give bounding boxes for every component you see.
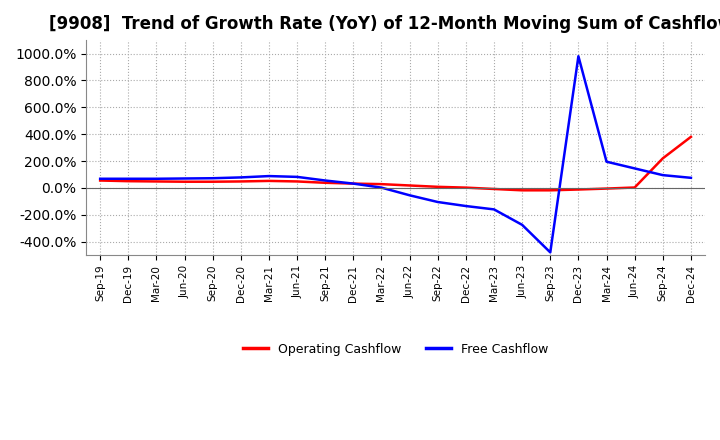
Operating Cashflow — [602, 186, 611, 191]
Operating Cashflow — [574, 187, 582, 192]
Operating Cashflow — [518, 188, 526, 193]
Free Cashflow — [152, 176, 161, 181]
Operating Cashflow — [236, 179, 245, 184]
Free Cashflow — [490, 207, 498, 212]
Operating Cashflow — [405, 183, 414, 188]
Free Cashflow — [208, 176, 217, 181]
Operating Cashflow — [96, 178, 104, 183]
Operating Cashflow — [265, 178, 274, 183]
Operating Cashflow — [208, 179, 217, 184]
Free Cashflow — [321, 178, 330, 183]
Free Cashflow — [349, 181, 358, 186]
Operating Cashflow — [490, 186, 498, 191]
Free Cashflow — [236, 175, 245, 180]
Free Cashflow — [518, 222, 526, 227]
Line: Free Cashflow: Free Cashflow — [100, 56, 691, 253]
Free Cashflow — [293, 174, 302, 180]
Free Cashflow — [433, 199, 442, 205]
Operating Cashflow — [349, 181, 358, 186]
Free Cashflow — [574, 54, 582, 59]
Free Cashflow — [630, 166, 639, 171]
Free Cashflow — [96, 176, 104, 181]
Operating Cashflow — [180, 179, 189, 184]
Free Cashflow — [659, 172, 667, 178]
Free Cashflow — [180, 176, 189, 181]
Free Cashflow — [377, 185, 386, 190]
Line: Operating Cashflow: Operating Cashflow — [100, 137, 691, 191]
Operating Cashflow — [124, 179, 132, 184]
Operating Cashflow — [659, 156, 667, 161]
Operating Cashflow — [377, 181, 386, 187]
Operating Cashflow — [462, 185, 470, 190]
Free Cashflow — [405, 193, 414, 198]
Operating Cashflow — [687, 134, 696, 139]
Operating Cashflow — [433, 184, 442, 190]
Operating Cashflow — [293, 179, 302, 184]
Free Cashflow — [124, 176, 132, 181]
Free Cashflow — [687, 175, 696, 180]
Operating Cashflow — [321, 180, 330, 185]
Legend: Operating Cashflow, Free Cashflow: Operating Cashflow, Free Cashflow — [238, 337, 554, 361]
Operating Cashflow — [630, 185, 639, 190]
Free Cashflow — [546, 250, 554, 255]
Operating Cashflow — [152, 179, 161, 184]
Operating Cashflow — [546, 188, 554, 193]
Free Cashflow — [602, 159, 611, 164]
Title: [9908]  Trend of Growth Rate (YoY) of 12-Month Moving Sum of Cashflows: [9908] Trend of Growth Rate (YoY) of 12-… — [49, 15, 720, 33]
Free Cashflow — [265, 173, 274, 179]
Free Cashflow — [462, 203, 470, 209]
